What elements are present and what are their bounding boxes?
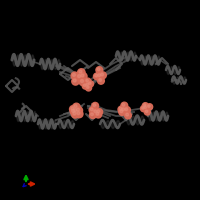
Circle shape [82,83,88,89]
Circle shape [147,104,153,110]
Circle shape [71,72,79,80]
Circle shape [120,110,123,113]
Circle shape [72,107,80,115]
Circle shape [99,79,102,81]
Circle shape [96,109,103,115]
Circle shape [122,103,125,106]
Circle shape [121,107,127,113]
Circle shape [125,108,128,111]
Circle shape [97,68,100,71]
Circle shape [145,110,148,113]
Circle shape [100,72,106,79]
Circle shape [140,106,147,112]
Circle shape [73,79,76,82]
Circle shape [70,105,77,113]
Circle shape [86,83,89,86]
Circle shape [122,108,125,111]
Circle shape [143,104,146,106]
Circle shape [144,106,147,109]
Circle shape [126,113,129,116]
Circle shape [92,102,99,109]
Circle shape [89,82,91,84]
Circle shape [81,79,84,83]
Circle shape [76,110,83,118]
Circle shape [80,73,87,80]
Circle shape [94,110,97,113]
Circle shape [83,84,86,87]
Circle shape [121,102,128,109]
Circle shape [119,107,122,110]
Circle shape [79,78,87,86]
Circle shape [93,109,99,115]
Circle shape [71,107,74,110]
Circle shape [119,109,126,115]
Circle shape [79,70,82,73]
Circle shape [87,81,94,87]
Circle shape [86,79,88,82]
Circle shape [89,107,96,114]
Circle shape [72,109,75,112]
Circle shape [78,75,81,78]
Circle shape [76,108,79,111]
Circle shape [144,109,150,115]
Circle shape [74,105,77,108]
Circle shape [95,111,102,118]
Circle shape [85,82,91,88]
Circle shape [91,113,93,116]
Circle shape [81,74,84,77]
Circle shape [118,106,125,113]
Circle shape [75,107,83,114]
Circle shape [93,104,96,106]
Circle shape [125,112,131,119]
Circle shape [74,109,77,112]
Circle shape [70,108,78,115]
Circle shape [78,69,85,76]
Circle shape [90,108,93,111]
Circle shape [89,112,96,119]
Circle shape [97,110,100,113]
Circle shape [73,103,80,111]
Circle shape [87,86,89,88]
Circle shape [85,78,91,84]
Circle shape [72,111,79,118]
Circle shape [85,85,92,91]
Circle shape [142,107,144,109]
Circle shape [96,67,103,73]
Circle shape [124,107,130,113]
Circle shape [77,112,80,115]
Circle shape [72,78,79,85]
Circle shape [96,112,99,115]
Circle shape [101,73,104,76]
Circle shape [148,105,150,107]
Circle shape [98,77,104,84]
Circle shape [93,73,100,80]
Circle shape [72,73,75,76]
Circle shape [143,105,149,111]
Circle shape [142,103,148,109]
Circle shape [95,74,97,77]
Circle shape [98,74,101,77]
Circle shape [97,73,103,79]
Circle shape [73,112,76,115]
Circle shape [76,73,84,81]
